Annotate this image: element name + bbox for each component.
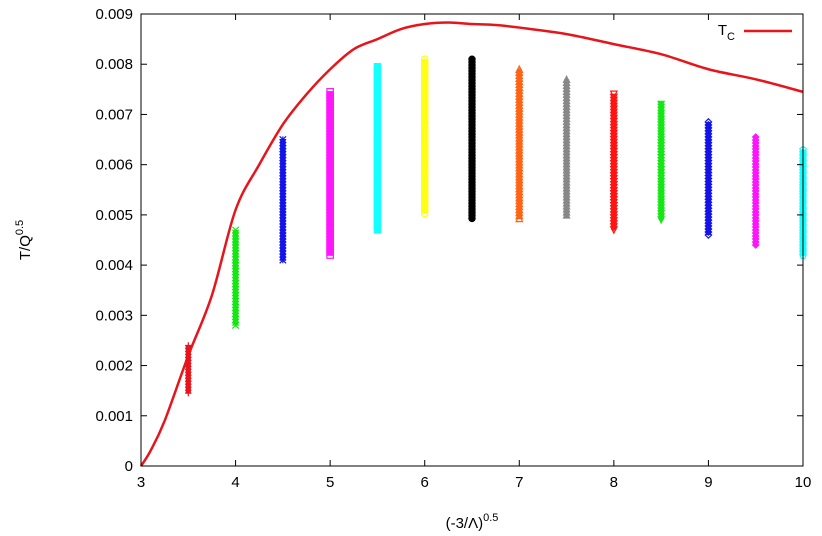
x-tick-label: 10 [795, 474, 812, 491]
legend-label: TC [718, 22, 735, 43]
scatter-column-6-5 [468, 55, 476, 223]
data-point [231, 280, 240, 288]
data-point [231, 277, 240, 285]
data-point [231, 282, 240, 291]
data-point [231, 229, 240, 237]
data-point [231, 285, 240, 294]
y-tick-label: 0 [125, 458, 133, 475]
scatter-band [422, 59, 428, 214]
data-point [231, 226, 240, 234]
x-tick-label: 7 [515, 474, 523, 491]
data-point [231, 294, 240, 303]
data-point [231, 232, 240, 240]
y-tick-label: 0.006 [95, 157, 133, 174]
data-point [609, 226, 619, 235]
data-point [326, 251, 334, 259]
data-point [657, 216, 666, 225]
data-point [231, 253, 240, 261]
data-point [231, 303, 240, 312]
scatter-column-4-5 [279, 135, 287, 264]
data-point [420, 206, 429, 215]
plot-area [139, 21, 807, 467]
data-point [468, 214, 476, 223]
scatter-column-9-5 [751, 133, 760, 249]
data-point [231, 309, 240, 318]
data-point [751, 241, 760, 249]
y-tick-label: 0.001 [95, 408, 133, 425]
scatter-column-4 [231, 226, 240, 330]
scatter-column-9 [704, 117, 713, 240]
data-point [231, 318, 240, 327]
data-point [231, 297, 240, 306]
data-point [231, 250, 240, 258]
x-tick-label: 5 [326, 474, 334, 491]
data-point [231, 321, 240, 330]
data-point [231, 256, 240, 264]
scatter-column-7-5 [562, 74, 571, 219]
data-point [231, 241, 240, 249]
data-point [420, 209, 429, 218]
data-point [231, 274, 240, 282]
scatter-column-8-5 [657, 100, 666, 225]
data-point [231, 306, 240, 315]
y-tick-label: 0.007 [95, 106, 133, 123]
data-point [279, 256, 287, 264]
scatter-column-5-5 [373, 63, 382, 234]
data-point [231, 312, 240, 321]
data-point [231, 238, 240, 246]
data-point [231, 315, 240, 324]
data-point [231, 268, 240, 276]
y-axis-title: T/Q0.5 [14, 220, 34, 260]
legend: TC [718, 22, 792, 43]
scatter-column-8 [609, 90, 619, 235]
scatter-column-6 [420, 55, 429, 218]
data-point [231, 271, 240, 279]
data-point [231, 300, 240, 309]
data-point [704, 227, 713, 237]
data-point [515, 210, 524, 220]
y-tick-label: 0.003 [95, 307, 133, 324]
scatter-column-5 [326, 88, 334, 259]
data-point [231, 235, 240, 243]
y-tick-label: 0.009 [95, 6, 133, 23]
data-point [231, 288, 240, 297]
x-tick-label: 6 [421, 474, 429, 491]
data-point [231, 259, 240, 267]
x-tick-label: 4 [231, 474, 239, 491]
data-point [231, 262, 240, 270]
series-line-tc [139, 21, 804, 467]
y-tick-label: 0.008 [95, 56, 133, 73]
x-tick-label: 8 [610, 474, 618, 491]
x-tick-label: 9 [704, 474, 712, 491]
data-point [562, 210, 571, 219]
data-point [231, 291, 240, 300]
data-point [231, 265, 240, 273]
data-point [515, 213, 524, 223]
data-point [231, 247, 240, 255]
x-tick-label: 3 [137, 474, 145, 491]
plot-frame [140, 13, 804, 467]
data-point [373, 226, 382, 234]
y-tick-label: 0.004 [95, 257, 133, 274]
data-point [185, 389, 192, 397]
y-tick-label: 0.002 [95, 358, 133, 375]
data-point [704, 230, 713, 240]
y-tick-label: 0.005 [95, 207, 133, 224]
scatter-column-7 [515, 64, 524, 223]
x-axis-title: (-3/Λ)0.5 [446, 512, 499, 532]
axis-ticks: 3 4 5 6 7 8 9 10 0 0.001 0.002 0.003 0.004 0.005 0.006… [95, 6, 811, 491]
data-point [231, 244, 240, 252]
